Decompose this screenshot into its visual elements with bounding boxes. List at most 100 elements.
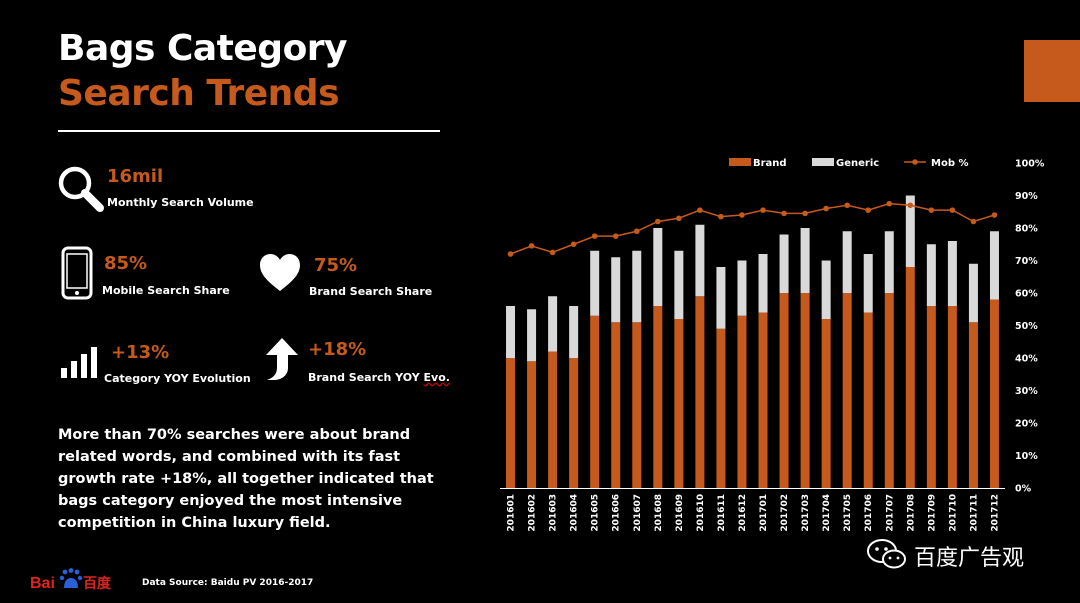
point-mob [570,241,577,248]
x-tick-label: 201702 [780,494,790,532]
bar-brand [884,293,894,488]
bar-brand [863,312,873,488]
y-tick-label: 70% [1015,256,1038,267]
page-subtitle: Search Trends [58,73,340,114]
x-tick-label: 201605 [591,494,601,532]
point-mob [844,202,850,209]
bar-generic [779,234,789,293]
wechat-icon [867,539,906,569]
bar-generic [947,241,957,306]
bar-generic [926,244,936,306]
svg-text:Bai: Bai [30,575,55,592]
bar-generic [800,228,810,293]
data-source: Data Source: Baidu PV 2016-2017 [142,578,314,588]
legend-marker [912,159,918,165]
x-tick-label: 201709 [927,494,937,532]
bar-brand [926,306,936,488]
bar-brand [569,358,579,488]
bar-brand [842,293,852,488]
x-tick-label: 201609 [675,494,685,532]
point-mob [549,249,556,256]
x-tick-label: 201712 [990,494,1000,532]
legend-label: Brand [753,158,787,169]
y-tick-label: 20% [1015,419,1038,430]
point-mob [970,218,977,225]
bar-brand [611,322,621,488]
legend-swatch [812,158,834,166]
search-volume-label: Monthly Search Volume [107,196,254,209]
category-yoy-value: +13% [111,342,170,363]
x-tick-label: 201706 [864,494,874,532]
point-mob [528,243,535,249]
bar-brand [947,306,957,488]
point-mob [612,233,619,239]
bar-brand [548,351,558,488]
accent-block [1024,40,1080,102]
search-icon [58,166,104,212]
bar-brand [632,322,642,488]
bar-generic [737,260,747,316]
bar-generic [758,254,768,313]
bar-generic [590,250,600,316]
brand-share-value: 75% [314,255,358,276]
bar-brand [716,328,726,488]
bar-brand [653,306,663,488]
x-tick-label: 201701 [759,494,769,532]
bar-brand [779,293,789,488]
point-mob [739,212,745,218]
legend-label: Mob % [931,158,968,169]
point-mob [865,207,872,213]
point-mob [823,205,829,212]
y-tick-label: 10% [1015,451,1038,462]
bar-brand [590,315,600,488]
x-tick-label: 201703 [801,494,811,532]
page-title: Bags Category [58,28,348,69]
x-tick-label: 201603 [549,494,559,532]
point-mob [991,212,998,218]
signal-bars-icon [61,347,97,378]
point-mob [507,251,514,257]
bar-generic [968,263,978,323]
x-tick-label: 201704 [822,494,832,532]
legend-label: Generic [836,158,879,169]
bar-brand [821,319,831,488]
x-tick-label: 201708 [906,494,916,532]
x-tick-label: 201705 [843,494,853,532]
y-tick-label: 80% [1015,224,1038,235]
bar-brand [800,293,810,488]
up-arrow-icon [266,338,298,380]
heart-icon [260,254,300,291]
bar-brand [695,296,705,488]
legend-swatch [729,158,751,166]
bar-brand [758,312,768,488]
x-tick-label: 201602 [528,494,538,532]
point-mob [591,233,598,239]
bar-generic [653,228,663,306]
search-volume-value: 16mil [107,166,164,187]
mobile-share-label: Mobile Search Share [102,284,230,297]
point-mob [760,207,766,213]
bar-generic [905,195,915,267]
summary-text: More than 70% searches were about brand … [58,427,434,531]
bar-generic [506,306,516,358]
bar-generic [695,224,705,297]
y-tick-label: 90% [1015,191,1038,202]
point-mob [697,207,703,213]
y-tick-label: 60% [1015,289,1038,300]
point-mob [633,228,640,235]
bar-brand [989,299,999,488]
x-tick-label: 201710 [948,494,958,532]
point-mob [928,207,935,213]
point-mob [949,207,956,213]
baidu-logo: Bai 百度 [30,568,112,592]
x-tick-label: 201601 [507,494,517,532]
bar-brand [905,267,915,488]
x-tick-label: 201606 [612,494,622,532]
brand-yoy-value: +18% [308,339,367,360]
y-tick-label: 40% [1015,354,1038,365]
x-tick-label: 201610 [696,494,706,532]
point-mob [655,218,661,225]
bar-generic [674,250,684,319]
y-tick-label: 0% [1015,484,1032,495]
